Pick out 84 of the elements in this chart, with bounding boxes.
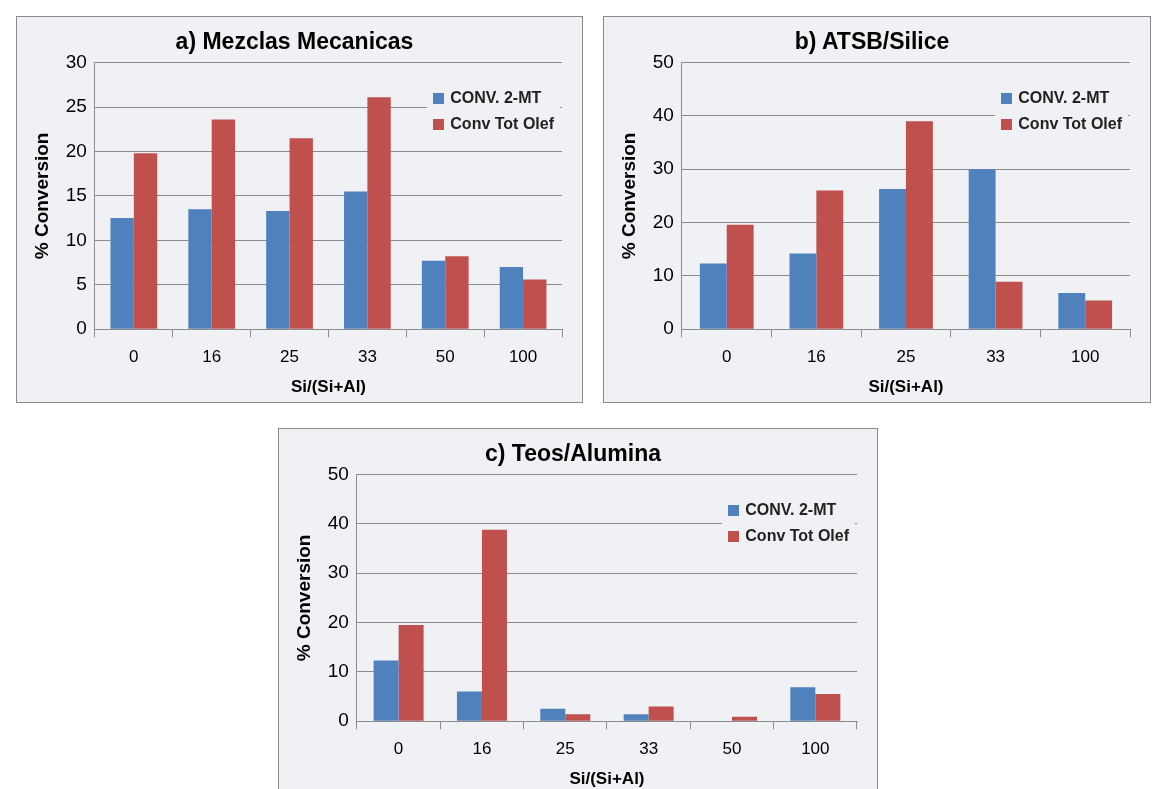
bar — [623, 714, 649, 721]
x-tick-label: 16 — [472, 739, 492, 759]
y-tick-label: 25 — [65, 95, 87, 117]
bar — [789, 253, 817, 329]
y-axis-title: % Conversion — [292, 534, 314, 662]
y-tick-label: 40 — [327, 512, 349, 534]
legend-label: CONV. 2-MT — [450, 89, 542, 107]
x-tick-label: 100 — [1071, 347, 1100, 367]
x-tick-label: 0 — [722, 347, 732, 367]
y-tick-label: 50 — [652, 50, 674, 72]
legend-label: CONV. 2-MT — [745, 501, 837, 519]
bar — [1058, 292, 1086, 329]
x-tick-label: 16 — [202, 347, 222, 367]
bar — [879, 188, 906, 329]
x-tick-label: 0 — [393, 739, 404, 759]
y-tick-label: 50 — [327, 462, 349, 484]
bar — [266, 211, 290, 329]
bar — [816, 190, 844, 329]
bar — [445, 256, 469, 329]
x-tick-label: 25 — [280, 347, 300, 367]
x-axis-title: Si/(Si+Al) — [569, 769, 645, 789]
bar — [367, 97, 391, 329]
y-tick-label: 30 — [65, 50, 87, 72]
x-axis-title: Si/(Si+Al) — [290, 377, 367, 397]
y-tick-label: 30 — [327, 561, 349, 583]
bar — [995, 281, 1023, 329]
y-axis-title: % Conversion — [617, 132, 639, 260]
y-axis-title: % Conversion — [30, 132, 52, 260]
y-tick-label: 5 — [76, 273, 87, 294]
y-tick-label: 10 — [327, 660, 349, 682]
bar — [540, 708, 566, 721]
legend-label: Conv Tot Olef — [1018, 115, 1122, 133]
y-tick-label: 20 — [652, 210, 674, 232]
x-tick-label: 33 — [357, 347, 377, 367]
chart-title: c) Teos/Alumina — [485, 440, 662, 467]
chart-title: b) ATSB/Silice — [794, 28, 950, 55]
x-tick-label: 33 — [986, 347, 1006, 367]
bar — [731, 716, 757, 721]
bar — [523, 279, 547, 329]
bar — [699, 263, 727, 329]
legend-label: Conv Tot Olef — [450, 115, 554, 133]
x-tick-label: 33 — [639, 739, 659, 759]
bar — [815, 694, 841, 721]
bar — [1085, 300, 1113, 329]
chart-title: a) Mezclas Mecanicas — [175, 28, 414, 55]
bar — [188, 209, 212, 329]
bar — [905, 121, 933, 329]
bar — [499, 266, 524, 329]
bar — [211, 119, 236, 329]
x-tick-label: 0 — [129, 347, 139, 367]
y-tick-label: 10 — [652, 264, 674, 286]
x-tick-label: 50 — [722, 739, 742, 759]
bar — [456, 691, 482, 721]
x-tick-label: 50 — [435, 347, 455, 367]
y-tick-label: 15 — [65, 184, 87, 206]
y-tick-label: 0 — [338, 709, 349, 731]
bar — [398, 625, 424, 721]
x-axis-title: Si/(Si+Al) — [868, 377, 944, 397]
legend-label: CONV. 2-MT — [1018, 89, 1110, 107]
x-tick-label: 25 — [896, 347, 916, 367]
y-tick-label: 30 — [652, 157, 674, 179]
y-tick-label: 20 — [327, 610, 349, 632]
bar — [421, 260, 446, 329]
bar — [110, 218, 134, 329]
y-tick-label: 40 — [652, 104, 674, 126]
legend-label: Conv Tot Olef — [745, 527, 849, 545]
x-tick-label: 100 — [801, 739, 830, 759]
y-tick-label: 10 — [65, 228, 87, 250]
bar — [373, 660, 399, 721]
y-tick-label: 0 — [663, 317, 674, 339]
bar — [648, 706, 674, 721]
x-tick-label: 25 — [555, 739, 575, 759]
bar — [790, 687, 816, 721]
bar — [133, 153, 158, 329]
bar — [481, 529, 507, 721]
bar — [726, 224, 754, 329]
x-tick-label: 16 — [806, 347, 826, 367]
bar — [968, 169, 996, 329]
y-tick-label: 20 — [65, 139, 87, 161]
x-tick-label: 100 — [508, 347, 538, 367]
bar — [565, 714, 591, 721]
y-tick-label: 0 — [76, 317, 87, 339]
bar — [289, 138, 313, 329]
bar — [344, 191, 368, 329]
